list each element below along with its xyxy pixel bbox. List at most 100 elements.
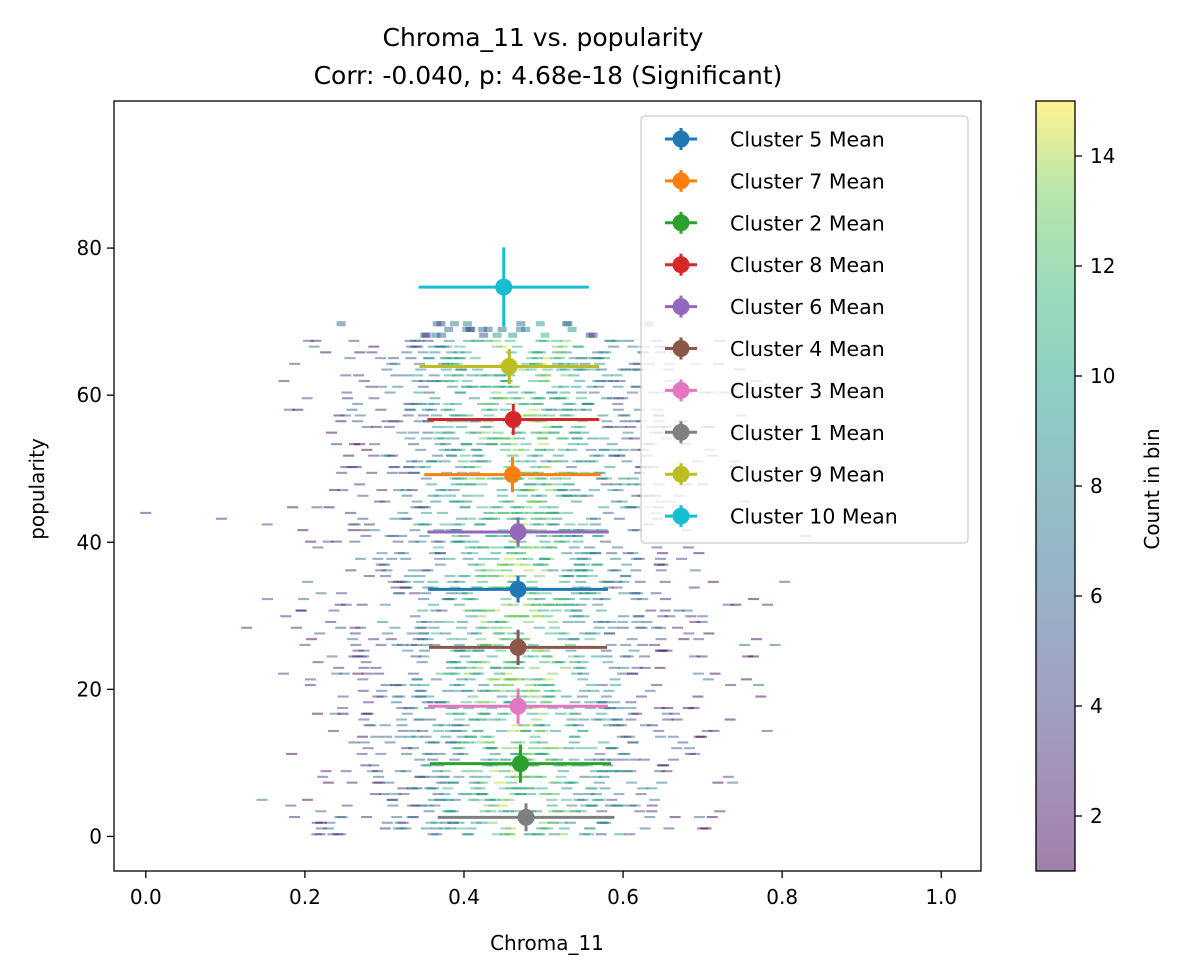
density-cell xyxy=(560,374,572,377)
density-cell xyxy=(453,649,465,652)
density-cell xyxy=(621,563,633,566)
density-cell xyxy=(415,448,427,451)
density-cell xyxy=(501,747,513,750)
density-cell xyxy=(520,729,532,732)
density-cell xyxy=(306,638,317,641)
density-cell xyxy=(634,580,646,583)
density-cell xyxy=(607,489,619,492)
density-cell xyxy=(668,758,680,761)
density-cell xyxy=(448,781,459,784)
density-cell xyxy=(600,695,612,698)
density-cell xyxy=(509,752,521,755)
legend-item: Cluster 3 Mean xyxy=(665,379,885,403)
density-cell xyxy=(315,810,327,813)
density-cell xyxy=(418,534,430,537)
density-cell xyxy=(543,603,554,606)
density-cell xyxy=(595,701,607,704)
density-cell xyxy=(422,339,434,342)
density-cell xyxy=(496,729,508,732)
density-cell xyxy=(611,339,623,342)
density-cell xyxy=(344,357,356,360)
density-cell xyxy=(424,718,436,721)
density-cell xyxy=(585,448,597,451)
density-cell xyxy=(357,735,369,738)
density-cell xyxy=(533,626,545,629)
density-cell xyxy=(568,741,580,744)
density-cell xyxy=(608,666,620,669)
density-cell xyxy=(311,833,323,836)
density-cell xyxy=(541,569,553,572)
density-cell xyxy=(419,466,431,469)
density-cell xyxy=(574,380,586,383)
density-cell xyxy=(430,632,442,635)
density-cell xyxy=(478,684,490,687)
density-cell xyxy=(349,632,361,635)
density-cell xyxy=(712,781,724,784)
x-axis-ticks: 0.0 0.2 0.4 0.6 0.8 1.0 xyxy=(130,871,957,909)
density-cell xyxy=(363,575,375,578)
density-cell xyxy=(452,689,464,692)
colorbar-tick-label: 6 xyxy=(1090,584,1103,608)
density-cell xyxy=(497,511,509,514)
density-cell xyxy=(612,546,624,549)
density-cell xyxy=(498,620,510,623)
density-cell xyxy=(432,620,444,623)
density-cell xyxy=(335,592,347,595)
density-cell xyxy=(501,684,513,687)
density-cell xyxy=(368,638,380,641)
density-cell xyxy=(547,569,559,572)
density-cell xyxy=(416,661,428,664)
density-cell xyxy=(465,827,477,830)
density-cell xyxy=(363,724,375,727)
density-cell xyxy=(697,615,708,618)
density-cell xyxy=(531,678,543,681)
density-cell xyxy=(559,368,571,371)
density-cell xyxy=(447,362,459,365)
density-cell xyxy=(575,368,586,371)
density-cell xyxy=(564,523,576,526)
density-cell xyxy=(434,431,446,434)
density-cell xyxy=(395,718,407,721)
density-cell xyxy=(320,351,332,354)
density-cell xyxy=(400,770,412,773)
density-cell xyxy=(413,420,425,423)
density-cell xyxy=(467,552,478,555)
density-cell xyxy=(404,735,416,738)
density-cell xyxy=(447,580,459,583)
density-cell xyxy=(428,787,439,790)
density-cell xyxy=(630,598,642,601)
density-cell xyxy=(381,821,393,824)
density-cell xyxy=(405,357,417,360)
density-cell xyxy=(417,632,429,635)
density-cell xyxy=(608,345,620,348)
density-cell xyxy=(432,793,444,796)
density-cell xyxy=(514,741,526,744)
density-cell xyxy=(387,804,399,807)
density-cell xyxy=(456,638,468,641)
density-cell xyxy=(439,701,450,704)
density-cell xyxy=(620,575,632,578)
cluster-mean-errorbar xyxy=(428,629,608,666)
density-cell xyxy=(490,626,502,629)
density-cell xyxy=(361,672,373,675)
density-cell xyxy=(391,695,403,698)
density-cell xyxy=(443,620,455,623)
density-cell xyxy=(659,609,671,612)
density-cell xyxy=(420,827,432,830)
density-cell xyxy=(298,598,310,601)
density-cell xyxy=(600,758,611,761)
density-cell xyxy=(455,466,467,469)
density-cell xyxy=(406,787,418,790)
density-cell xyxy=(605,425,617,428)
density-cell xyxy=(553,408,565,411)
density-cell xyxy=(404,339,416,342)
density-cell xyxy=(575,391,587,394)
density-cell xyxy=(536,437,548,440)
density-cell xyxy=(610,569,622,572)
density-cell xyxy=(601,397,612,400)
density-cell xyxy=(599,598,611,601)
density-cell xyxy=(373,775,385,778)
density-cell xyxy=(346,408,358,411)
density-cell xyxy=(588,391,600,394)
density-cell xyxy=(500,603,512,606)
